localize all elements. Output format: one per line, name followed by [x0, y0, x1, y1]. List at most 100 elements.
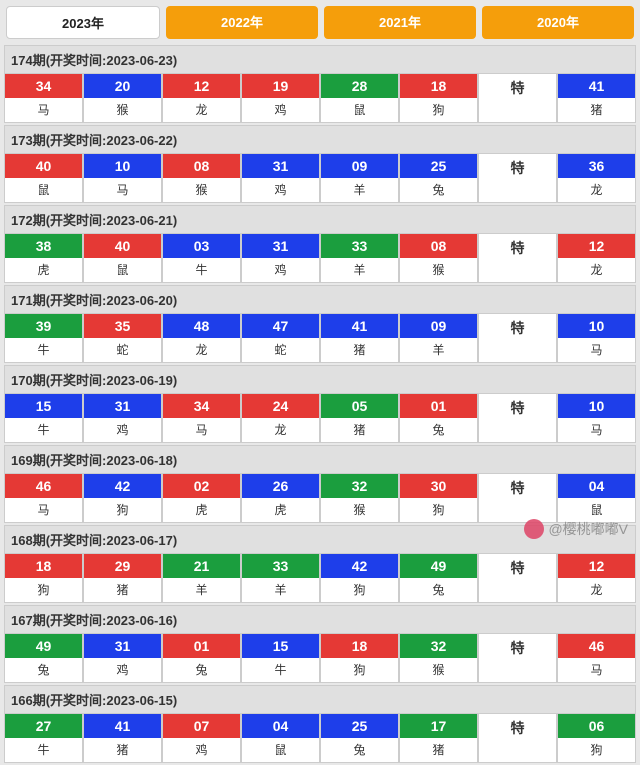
- zodiac-label: 兔: [400, 418, 477, 441]
- zodiac-label: 蛇: [84, 338, 161, 361]
- year-tab[interactable]: 2022年: [166, 6, 318, 39]
- ball-number: 18: [5, 554, 82, 578]
- zodiac-label: 龙: [558, 578, 635, 601]
- ball-number: 10: [84, 154, 161, 178]
- ball-cell: 31鸡: [83, 634, 162, 683]
- zodiac-label: 龙: [558, 178, 635, 201]
- zodiac-label: 狗: [400, 498, 477, 521]
- ball-number: 40: [5, 154, 82, 178]
- zodiac-label: 马: [558, 338, 635, 361]
- ball-cell: 27牛: [4, 714, 83, 763]
- period-block: 166期(开奖时间:2023-06-15)27牛41猪07鸡04鼠25兔17猪特…: [4, 685, 636, 763]
- special-label: 特: [479, 554, 556, 582]
- special-label: 特: [479, 394, 556, 422]
- ball-cell: 08猴: [399, 234, 478, 283]
- special-label: 特: [479, 314, 556, 342]
- ball-number: 07: [163, 714, 240, 738]
- period-block: 171期(开奖时间:2023-06-20)39牛35蛇48龙47蛇41猪09羊特…: [4, 285, 636, 363]
- ball-number: 31: [242, 234, 319, 258]
- zodiac-label: 鸡: [242, 98, 319, 121]
- period-block: 172期(开奖时间:2023-06-21)38虎40鼠03牛31鸡33羊08猴特…: [4, 205, 636, 283]
- zodiac-label: [479, 262, 556, 282]
- special-ball-cell: 41猪: [557, 74, 636, 123]
- ball-number: 34: [5, 74, 82, 98]
- period-block: 173期(开奖时间:2023-06-22)40鼠10马08猴31鸡09羊25兔特…: [4, 125, 636, 203]
- zodiac-label: 马: [5, 98, 82, 121]
- zodiac-label: 龙: [558, 258, 635, 281]
- year-tab[interactable]: 2021年: [324, 6, 476, 39]
- zodiac-label: 鼠: [558, 498, 635, 521]
- ball-cell: 31鸡: [241, 154, 320, 203]
- ball-number: 42: [84, 474, 161, 498]
- ball-cell: 48龙: [162, 314, 241, 363]
- zodiac-label: 猪: [321, 338, 398, 361]
- ball-cell: 31鸡: [241, 234, 320, 283]
- ball-number: 27: [5, 714, 82, 738]
- zodiac-label: 狗: [321, 578, 398, 601]
- special-label: 特: [479, 474, 556, 502]
- zodiac-label: 龙: [163, 338, 240, 361]
- period-header: 174期(开奖时间:2023-06-23): [4, 45, 636, 74]
- zodiac-label: 鼠: [5, 178, 82, 201]
- ball-number: 41: [321, 314, 398, 338]
- ball-cell: 34马: [4, 74, 83, 123]
- ball-cell: 46马: [4, 474, 83, 523]
- zodiac-label: 猴: [84, 98, 161, 121]
- ball-number: 24: [242, 394, 319, 418]
- ball-number: 05: [321, 394, 398, 418]
- zodiac-label: 兔: [163, 658, 240, 681]
- ball-number: 33: [321, 234, 398, 258]
- zodiac-label: 鼠: [321, 98, 398, 121]
- special-label: 特: [479, 634, 556, 662]
- ball-cell: 39牛: [4, 314, 83, 363]
- zodiac-label: 狗: [5, 578, 82, 601]
- zodiac-label: 猪: [400, 738, 477, 761]
- ball-row: 46马42狗02虎26虎32猴30狗特 04鼠: [4, 474, 636, 523]
- year-tab[interactable]: 2020年: [482, 6, 634, 39]
- ball-number: 08: [163, 154, 240, 178]
- zodiac-label: [479, 342, 556, 362]
- ball-number: 46: [558, 634, 635, 658]
- zodiac-label: 兔: [400, 178, 477, 201]
- ball-cell: 02虎: [162, 474, 241, 523]
- zodiac-label: 龙: [163, 98, 240, 121]
- zodiac-label: 羊: [321, 258, 398, 281]
- ball-cell: 09羊: [399, 314, 478, 363]
- ball-number: 31: [242, 154, 319, 178]
- zodiac-label: 兔: [321, 738, 398, 761]
- ball-row: 40鼠10马08猴31鸡09羊25兔特 36龙: [4, 154, 636, 203]
- ball-cell: 26虎: [241, 474, 320, 523]
- special-ball-cell: 10马: [557, 394, 636, 443]
- zodiac-label: 马: [5, 498, 82, 521]
- period-header: 166期(开奖时间:2023-06-15): [4, 685, 636, 714]
- ball-number: 01: [400, 394, 477, 418]
- zodiac-label: 猪: [321, 418, 398, 441]
- zodiac-label: 虎: [5, 258, 82, 281]
- ball-cell: 28鼠: [320, 74, 399, 123]
- period-header: 170期(开奖时间:2023-06-19): [4, 365, 636, 394]
- ball-number: 09: [321, 154, 398, 178]
- ball-cell: 42狗: [83, 474, 162, 523]
- ball-cell: 20猴: [83, 74, 162, 123]
- ball-cell: 10马: [83, 154, 162, 203]
- period-header: 171期(开奖时间:2023-06-20): [4, 285, 636, 314]
- ball-cell: 12龙: [162, 74, 241, 123]
- ball-cell: 34马: [162, 394, 241, 443]
- ball-cell: 49兔: [4, 634, 83, 683]
- zodiac-label: 鸡: [163, 738, 240, 761]
- ball-cell: 32猴: [399, 634, 478, 683]
- ball-number: 01: [163, 634, 240, 658]
- ball-cell: 18狗: [320, 634, 399, 683]
- zodiac-label: 猴: [400, 658, 477, 681]
- year-tab[interactable]: 2023年: [6, 6, 160, 39]
- special-marker-cell: 特: [478, 74, 557, 123]
- period-header: 167期(开奖时间:2023-06-16): [4, 605, 636, 634]
- zodiac-label: 狗: [84, 498, 161, 521]
- special-marker-cell: 特: [478, 474, 557, 523]
- zodiac-label: 马: [558, 658, 635, 681]
- ball-number: 18: [321, 634, 398, 658]
- ball-row: 27牛41猪07鸡04鼠25兔17猪特 06狗: [4, 714, 636, 763]
- ball-row: 38虎40鼠03牛31鸡33羊08猴特 12龙: [4, 234, 636, 283]
- special-marker-cell: 特: [478, 234, 557, 283]
- ball-cell: 19鸡: [241, 74, 320, 123]
